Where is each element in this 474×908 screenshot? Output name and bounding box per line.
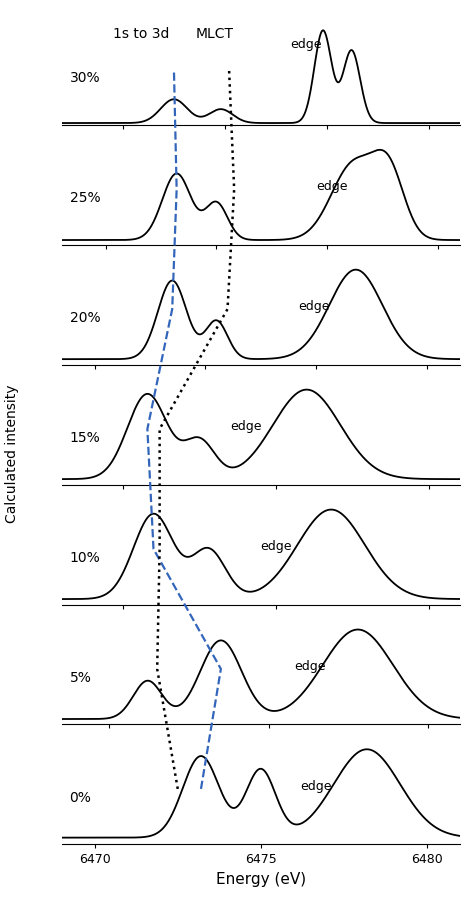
Text: edge: edge — [298, 301, 330, 313]
Text: edge: edge — [294, 660, 326, 673]
Text: Calculated intensity: Calculated intensity — [5, 385, 19, 523]
Text: edge: edge — [230, 420, 262, 433]
Text: 0%: 0% — [70, 791, 91, 804]
Text: edge: edge — [316, 181, 347, 193]
Text: 15%: 15% — [70, 431, 100, 445]
Text: 30%: 30% — [70, 71, 100, 85]
Text: 20%: 20% — [70, 311, 100, 325]
Text: 5%: 5% — [70, 671, 91, 685]
Text: 10%: 10% — [70, 551, 100, 565]
Text: edge: edge — [290, 38, 322, 51]
Text: 25%: 25% — [70, 191, 100, 205]
Text: 1s to 3d: 1s to 3d — [113, 27, 169, 41]
Text: edge: edge — [301, 780, 332, 794]
Text: edge: edge — [261, 540, 292, 553]
X-axis label: Energy (eV): Energy (eV) — [216, 872, 306, 887]
Text: MLCT: MLCT — [196, 27, 234, 41]
